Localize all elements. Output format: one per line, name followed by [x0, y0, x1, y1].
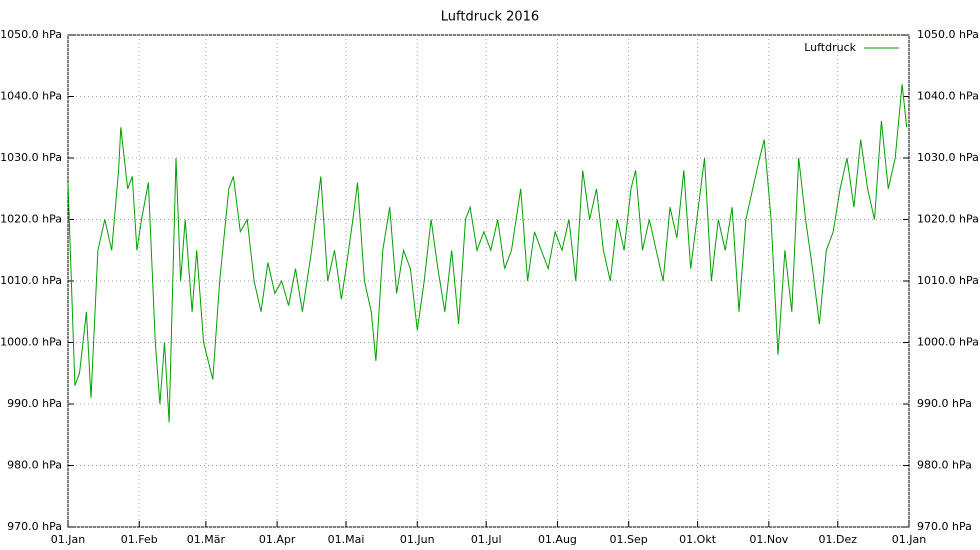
y-tick-label: 1010.0 hPa — [0, 274, 62, 287]
x-tick-label: 01.Apr — [259, 533, 296, 546]
x-tick-label: 01.Mär — [187, 533, 226, 546]
x-tick-label: 01.Nov — [749, 533, 788, 546]
x-tick-label: 01.Feb — [121, 533, 158, 546]
y2-tick-label: 1050.0 hPa — [917, 28, 979, 41]
x-tick-label: 01.Mai — [328, 533, 365, 546]
y-tick-label: 1020.0 hPa — [0, 213, 62, 226]
y-tick-label: 980.0 hPa — [7, 459, 62, 472]
y2-tick-label: 1010.0 hPa — [917, 274, 979, 287]
y-tick-label: 990.0 hPa — [7, 397, 62, 410]
x-tick-label: 01.Jan — [51, 533, 85, 546]
legend-label: Luftdruck — [804, 41, 856, 54]
y2-tick-label: 1020.0 hPa — [917, 213, 979, 226]
x-tick-label: 01.Jan — [892, 533, 926, 546]
series-line — [67, 84, 908, 423]
y2-tick-label: 970.0 hPa — [917, 520, 972, 533]
x-tick-label: 01.Dez — [819, 533, 858, 546]
y-tick-label: 1050.0 hPa — [0, 28, 62, 41]
y2-tick-label: 1000.0 hPa — [917, 336, 979, 349]
y-tick-label: 1030.0 hPa — [0, 151, 62, 164]
y2-tick-label: 990.0 hPa — [917, 397, 972, 410]
y2-tick-label: 1030.0 hPa — [917, 151, 979, 164]
x-tick-label: 01.Okt — [679, 533, 717, 546]
x-tick-label: 01.Jun — [400, 533, 435, 546]
y-tick-label: 1000.0 hPa — [0, 336, 62, 349]
y-tick-label: 970.0 hPa — [7, 520, 62, 533]
y2-tick-label: 980.0 hPa — [917, 459, 972, 472]
y-tick-label: 1040.0 hPa — [0, 90, 62, 103]
x-tick-label: 01.Jul — [471, 533, 502, 546]
x-tick-label: 01.Sep — [610, 533, 648, 546]
x-tick-label: 01.Aug — [538, 533, 577, 546]
y2-tick-label: 1040.0 hPa — [917, 90, 979, 103]
chart-title: Luftdruck 2016 — [441, 10, 539, 25]
